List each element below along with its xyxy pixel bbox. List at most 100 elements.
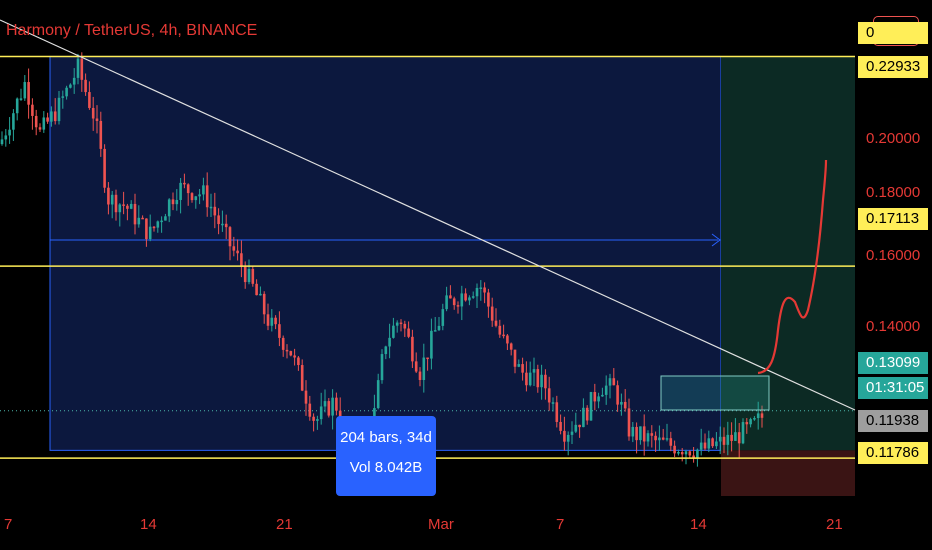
consolidation-box	[660, 375, 770, 411]
bar-countdown: 01:31:05	[858, 377, 928, 399]
candle	[749, 419, 752, 425]
candle	[547, 388, 551, 403]
x-tick: 7	[556, 516, 565, 533]
candle	[608, 378, 612, 386]
candle	[471, 296, 475, 298]
candle	[281, 337, 285, 350]
candle	[34, 115, 38, 128]
candle	[122, 204, 125, 206]
candle	[718, 436, 722, 442]
range-arrow-head	[711, 233, 721, 247]
candle	[601, 394, 604, 397]
candle	[27, 82, 30, 105]
y-tick: 0.18000	[866, 184, 921, 201]
candle	[160, 220, 163, 223]
candle	[205, 185, 209, 208]
candle	[475, 287, 479, 297]
candle	[437, 325, 441, 331]
candle	[171, 199, 175, 205]
candle	[433, 330, 437, 332]
candle	[80, 58, 84, 80]
candle	[502, 334, 505, 337]
candle	[152, 226, 156, 229]
candle	[570, 431, 574, 435]
date-range-box	[49, 55, 722, 451]
candle	[449, 295, 452, 299]
candle	[661, 437, 665, 440]
candle	[114, 194, 118, 213]
candle	[202, 185, 205, 195]
candle	[376, 380, 380, 409]
candle	[221, 223, 224, 226]
price-label-support: 0.11786	[858, 442, 928, 464]
x-tick: Mar	[428, 516, 454, 533]
measure-volume: Vol 8.042B	[349, 459, 423, 476]
projection-curve	[757, 159, 828, 375]
candle	[395, 322, 399, 326]
candle	[31, 104, 34, 116]
candle	[316, 419, 319, 421]
candle	[399, 322, 403, 325]
candle	[262, 293, 266, 315]
candle	[107, 187, 110, 205]
candle	[585, 407, 589, 421]
candle	[84, 79, 87, 93]
candle	[251, 268, 255, 284]
candle	[42, 117, 46, 130]
candle	[414, 361, 418, 372]
candle	[255, 283, 258, 296]
candle	[715, 441, 718, 447]
candle	[597, 396, 600, 402]
candle	[555, 402, 559, 422]
candle	[103, 148, 106, 188]
candle	[726, 434, 730, 445]
candle	[380, 354, 384, 381]
price-label-box-bottom: 0.11938	[858, 410, 928, 432]
candle	[544, 374, 547, 389]
candle	[418, 371, 422, 380]
candle	[741, 422, 745, 444]
chart-title: Harmony / TetherUS, 4h, BINANCE	[6, 22, 258, 39]
candle	[308, 403, 312, 417]
candle	[753, 418, 756, 420]
candle	[289, 351, 293, 356]
candle	[631, 426, 635, 437]
x-tick: 14	[690, 516, 707, 533]
candle	[118, 204, 122, 213]
candle	[278, 324, 281, 338]
candle	[563, 430, 566, 442]
candle	[228, 227, 232, 247]
candle	[639, 426, 642, 441]
candle	[646, 433, 650, 442]
candle	[133, 203, 137, 225]
x-tick: 7	[4, 516, 13, 533]
candle	[521, 364, 524, 373]
candle	[513, 349, 517, 367]
candle	[756, 413, 760, 419]
candle	[323, 401, 327, 407]
candle	[91, 107, 95, 119]
candle	[574, 424, 578, 432]
candle	[183, 182, 186, 185]
candle	[300, 365, 304, 391]
candle	[673, 445, 676, 454]
candle	[540, 374, 543, 388]
candle	[669, 438, 673, 446]
candle	[627, 408, 631, 437]
candle	[525, 372, 528, 386]
candle	[688, 451, 692, 456]
candle	[506, 335, 509, 344]
candle	[665, 438, 669, 440]
candle	[692, 455, 695, 458]
x-tick: 21	[276, 516, 293, 533]
measure-tooltip: 204 bars, 34d Vol 8.042B	[336, 416, 436, 496]
candle	[696, 449, 699, 458]
candle	[490, 306, 494, 321]
candle	[148, 226, 152, 240]
candle	[509, 343, 513, 350]
candle	[224, 223, 228, 228]
candle	[141, 217, 144, 220]
candle	[312, 416, 315, 421]
candle	[604, 385, 608, 395]
